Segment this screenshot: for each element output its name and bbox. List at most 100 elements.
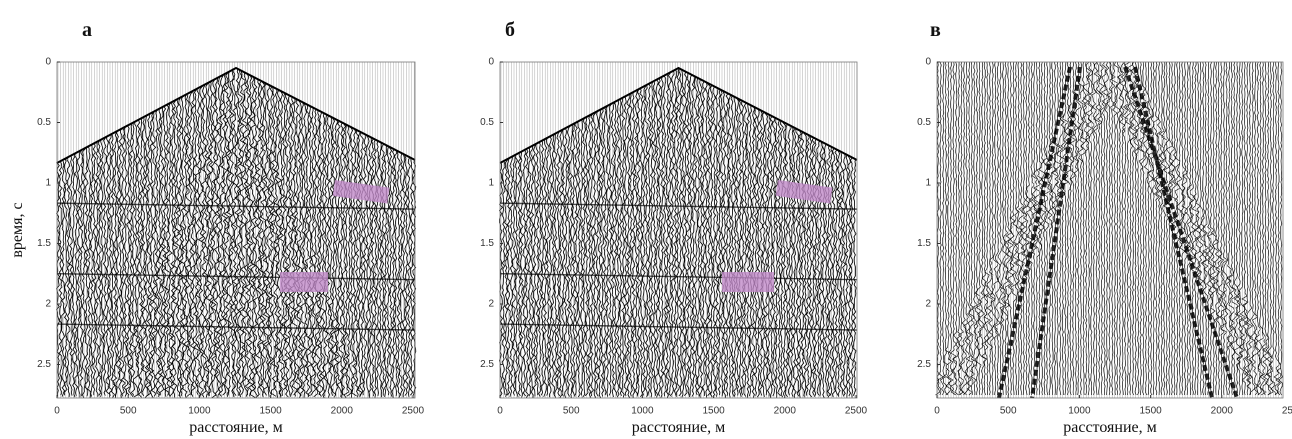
trace [79,150,84,397]
trace [709,84,714,398]
trace [655,79,660,398]
y-tick-label: 0.5 [37,117,51,128]
trace [81,148,86,398]
x-axis-label: расстояние, м [1063,419,1157,436]
x-tick-label: 500 [563,406,580,417]
trace [779,121,784,398]
trace [1147,61,1155,396]
plot-frame [499,61,858,399]
trace [153,109,160,396]
trace [537,141,543,397]
trace [265,84,272,397]
trace [800,131,805,397]
y-axis-label: время, с [9,202,26,257]
trace [393,150,398,397]
trace [579,119,584,396]
trace [976,61,984,396]
trace [1181,61,1189,395]
trace [89,144,94,397]
trace [818,141,823,397]
trace [119,127,127,399]
trace [195,88,202,398]
trace [1018,61,1025,396]
trace [140,116,147,397]
trace [662,75,667,397]
trace [639,87,644,397]
trace [197,86,205,396]
x-tick-label: 0 [934,406,940,417]
trace [215,76,223,398]
trace [571,123,576,397]
trace [725,92,730,397]
trace [1207,61,1215,396]
trace [125,124,132,396]
trace [312,108,319,398]
trace [236,70,244,398]
trace [127,123,134,398]
trace [509,156,514,398]
trace [351,128,358,397]
y-tick-label: 1.5 [480,238,494,249]
trace [999,61,1007,395]
panel-label: в [930,19,941,41]
trace [375,140,380,396]
trace [1043,61,1051,396]
trace [829,146,834,396]
trace [688,74,693,396]
trace [1150,61,1157,396]
trace [1191,61,1199,396]
trace [1104,61,1111,396]
trace [673,69,678,397]
trace [751,106,756,398]
trace [171,100,179,398]
trace [205,82,213,398]
trace [381,143,386,396]
trace [1002,61,1010,396]
y-tick-label: 0 [488,57,494,68]
trace [849,157,854,398]
trace [1155,61,1163,396]
trace [1062,61,1070,396]
trace [1158,61,1165,396]
trace [1014,61,1023,396]
trace [189,90,196,397]
trace [626,94,631,398]
trace [325,115,332,398]
trace [333,119,340,396]
trace [244,73,251,396]
trace [117,129,124,397]
trace [553,133,558,398]
trace [1228,61,1236,396]
trace [569,125,574,396]
y-tick-label: 1 [45,178,51,189]
y-tick-label: 2.5 [917,359,931,370]
trace [1161,61,1168,396]
trace [1217,61,1225,395]
y-tick-label: 1 [488,178,494,189]
trace [407,156,412,397]
trace [296,100,303,398]
trace [813,138,818,397]
trace [247,75,254,397]
trace [322,114,329,397]
x-tick-label: 1500 [702,406,725,417]
trace [262,83,270,396]
trace [816,139,821,396]
trace [722,91,727,398]
trace [758,110,764,396]
trace [1046,61,1054,396]
x-axis-label: расстояние, м [632,419,726,436]
trace [388,147,393,397]
trace [561,129,566,397]
trace [556,131,561,397]
x-tick-label: 0 [497,406,503,417]
trace [192,89,199,396]
trace [808,135,813,398]
trace [667,72,673,397]
trace [1124,61,1132,396]
trace [68,155,74,396]
x-tick-label: 500 [1000,406,1017,417]
trace [803,133,808,398]
trace [792,127,797,398]
trace [772,117,777,397]
